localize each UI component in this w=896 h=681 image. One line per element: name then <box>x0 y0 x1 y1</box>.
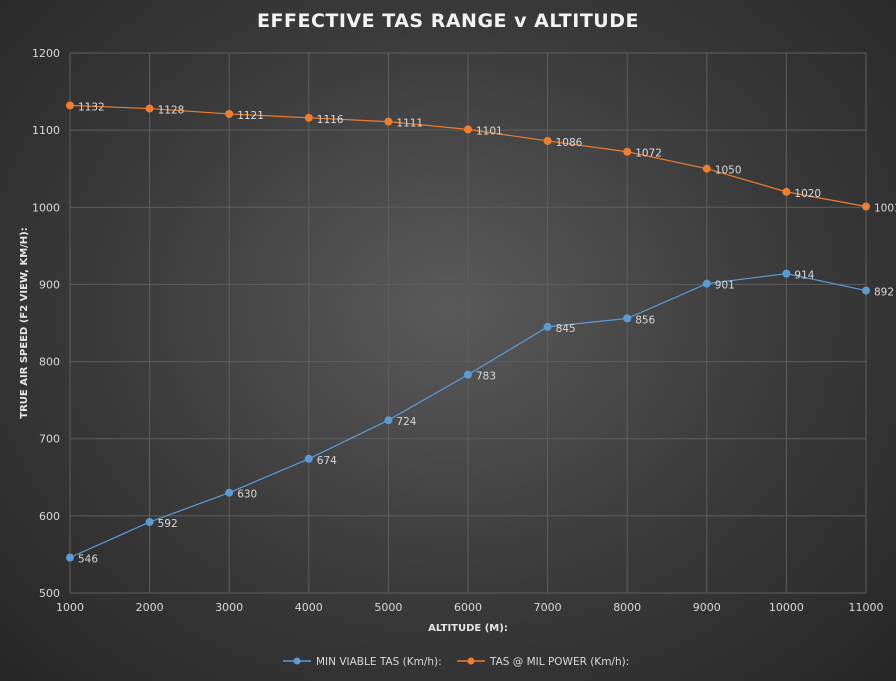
data-point <box>543 322 552 331</box>
data-label: 901 <box>715 280 735 292</box>
data-point <box>543 136 552 145</box>
data-label: 1111 <box>396 118 423 130</box>
data-point <box>304 454 313 463</box>
data-point <box>782 269 791 278</box>
x-tick-label: 10000 <box>769 601 804 614</box>
y-tick-label: 1200 <box>32 47 60 60</box>
data-label: 546 <box>78 554 98 566</box>
data-label: 1132 <box>78 101 105 113</box>
data-point <box>384 117 393 126</box>
x-tick-label: 7000 <box>534 601 562 614</box>
data-label: 1050 <box>715 165 742 177</box>
x-tick-label: 1000 <box>56 601 84 614</box>
x-axis-label: ALTITUDE (M): <box>428 623 508 634</box>
data-label: 1121 <box>237 110 264 122</box>
data-point <box>702 279 711 288</box>
y-tick-label: 900 <box>39 278 60 291</box>
data-label: 1101 <box>476 125 503 137</box>
data-label: 630 <box>237 489 257 501</box>
data-label: 1072 <box>635 148 662 160</box>
data-label: 1020 <box>794 188 821 200</box>
legend-label: TAS @ MIL POWER (Km/h): <box>489 656 629 668</box>
x-tick-label: 3000 <box>215 601 243 614</box>
y-axis-label: TRUE AIR SPEED (F2 VIEW, KM/H): <box>19 227 30 419</box>
x-tick-label: 8000 <box>613 601 641 614</box>
x-tick-label: 4000 <box>295 601 323 614</box>
legend-marker <box>293 657 301 665</box>
data-point <box>623 147 632 156</box>
y-tick-label: 800 <box>39 356 60 369</box>
data-label: 1128 <box>158 105 185 117</box>
data-label: 592 <box>158 518 178 530</box>
data-point <box>225 109 234 118</box>
data-point <box>623 314 632 323</box>
legend-label: MIN VIABLE TAS (Km/h): <box>316 656 442 668</box>
data-point <box>862 202 870 211</box>
data-point <box>782 187 791 196</box>
data-label: 674 <box>317 455 337 467</box>
data-point <box>66 553 74 562</box>
y-tick-label: 700 <box>39 433 60 446</box>
data-label: 856 <box>635 314 655 326</box>
data-label: 783 <box>476 371 496 383</box>
data-point <box>384 416 393 425</box>
data-point <box>464 125 472 134</box>
data-label: 914 <box>794 270 814 282</box>
data-label: 1086 <box>556 137 583 149</box>
data-label: 1116 <box>317 114 344 126</box>
x-tick-label: 2000 <box>136 601 164 614</box>
data-label: 724 <box>396 416 416 428</box>
data-label: 845 <box>556 323 576 335</box>
data-point <box>145 518 154 527</box>
x-tick-label: 9000 <box>693 601 721 614</box>
x-tick-label: 11000 <box>849 601 884 614</box>
data-point <box>225 488 234 497</box>
data-point <box>862 286 870 295</box>
y-tick-label: 600 <box>39 510 60 523</box>
data-label: 892 <box>874 287 894 299</box>
chart-title: EFFECTIVE TAS RANGE v ALTITUDE <box>257 10 639 32</box>
data-point <box>702 164 711 173</box>
data-point <box>304 113 313 122</box>
y-tick-label: 1100 <box>32 124 60 137</box>
data-point <box>464 370 472 379</box>
y-tick-label: 1000 <box>32 201 60 214</box>
y-tick-label: 500 <box>39 587 60 600</box>
legend-marker <box>467 657 475 665</box>
data-point <box>66 101 74 110</box>
data-point <box>145 104 154 113</box>
x-tick-label: 5000 <box>374 601 402 614</box>
x-tick-label: 6000 <box>454 601 482 614</box>
